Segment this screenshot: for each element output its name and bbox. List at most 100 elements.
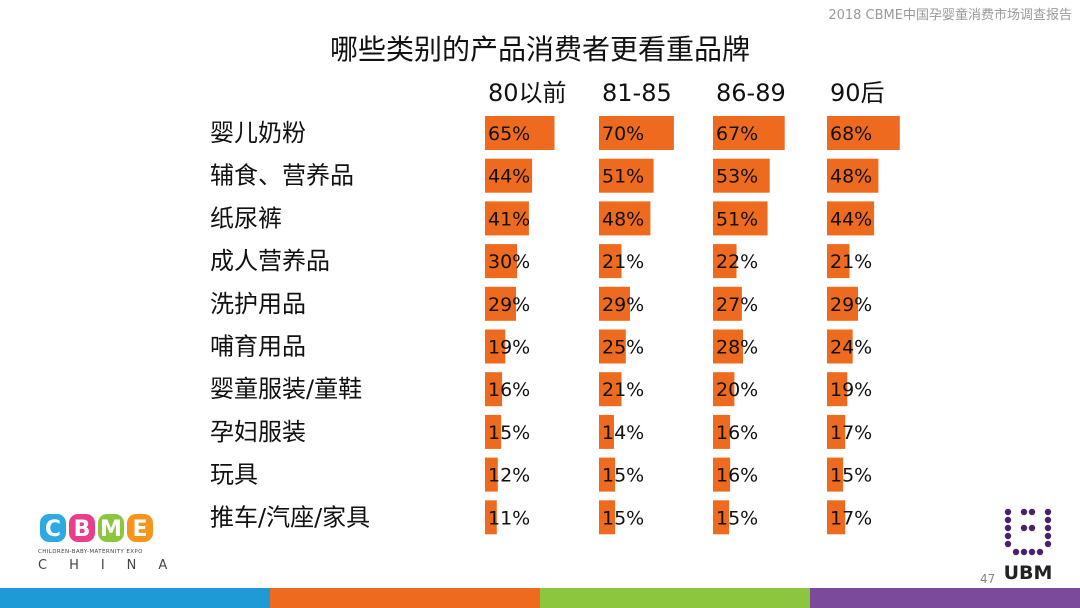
- bar: [713, 116, 785, 150]
- logo-letter: B: [74, 517, 91, 542]
- bar-value-label: 41%: [488, 208, 530, 230]
- ubm-dot: [1028, 548, 1036, 556]
- column-header: 90后: [830, 79, 885, 107]
- ubm-dot: [1044, 516, 1052, 524]
- bar-value-label: 48%: [602, 208, 644, 230]
- bar: [827, 329, 853, 364]
- ubm-dot: [1028, 508, 1036, 516]
- bar: [599, 372, 622, 407]
- category-label: 成人营养品: [210, 247, 330, 275]
- bar: [485, 500, 497, 535]
- bar: [713, 414, 731, 449]
- ubm-dot: [1012, 548, 1020, 556]
- bar: [827, 244, 850, 279]
- column-header: 80以前: [488, 79, 567, 107]
- bar: [827, 116, 900, 150]
- bar: [599, 457, 616, 492]
- bar: [713, 286, 742, 321]
- bar-value-label: 21%: [602, 251, 644, 273]
- bar: [485, 414, 502, 449]
- logo-letter: E: [132, 517, 147, 542]
- ubm-dot: [1036, 548, 1044, 556]
- bar-value-label: 21%: [830, 251, 872, 273]
- bar: [599, 201, 651, 236]
- bar-value-label: 51%: [602, 166, 644, 188]
- ubm-dot: [1020, 548, 1028, 556]
- bar-value-label: 17%: [830, 507, 872, 529]
- bar: [599, 116, 674, 150]
- bar: [599, 158, 654, 193]
- bar-value-label: 44%: [830, 208, 872, 230]
- bar: [713, 329, 743, 364]
- report-tag: 2018 CBME中国孕婴童消费市场调查报告: [828, 8, 1072, 23]
- bar: [485, 457, 498, 492]
- bar: [827, 158, 879, 193]
- bar-value-label: 68%: [830, 123, 872, 145]
- bar-value-label: 48%: [830, 166, 872, 188]
- logo-letter: M: [100, 517, 122, 542]
- ubm-dots-icon: [1004, 508, 1052, 556]
- bar-value-label: 67%: [716, 123, 758, 145]
- bar-value-label: 53%: [716, 166, 758, 188]
- category-label: 辅食、营养品: [210, 162, 354, 190]
- bar: [599, 244, 622, 279]
- bar-value-label: 28%: [716, 337, 758, 359]
- category-label: 玩具: [210, 461, 258, 489]
- bar-value-label: 22%: [716, 251, 758, 273]
- bar: [485, 201, 529, 236]
- bar: [485, 329, 506, 364]
- bar-value-label: 29%: [488, 294, 530, 316]
- bar-value-label: 15%: [602, 465, 644, 487]
- bar-value-label: 70%: [602, 123, 644, 145]
- footer-segment: [810, 588, 1080, 608]
- category-label: 婴儿奶粉: [210, 119, 306, 147]
- column-header: 86-89: [716, 79, 786, 107]
- ubm-logo-text: UBM: [1003, 562, 1053, 584]
- logo-letter-bg: [127, 514, 153, 542]
- bar: [485, 372, 503, 407]
- ubm-logo: UBM: [998, 506, 1058, 588]
- bar: [485, 286, 516, 321]
- ubm-dot: [1044, 532, 1052, 540]
- bar: [827, 372, 848, 407]
- bar: [485, 116, 555, 150]
- bar-value-label: 20%: [716, 379, 758, 401]
- bar: [827, 201, 875, 236]
- category-label: 孕妇服装: [210, 418, 306, 446]
- bar: [713, 457, 731, 492]
- bar: [599, 286, 630, 321]
- bar: [599, 329, 626, 364]
- ubm-dot: [1044, 524, 1052, 532]
- bar-value-label: 27%: [716, 294, 758, 316]
- ubm-dot: [1020, 508, 1028, 516]
- bar-value-label: 15%: [602, 507, 644, 529]
- bar-value-label: 15%: [488, 422, 530, 444]
- bar-value-label: 51%: [716, 208, 758, 230]
- bar: [599, 414, 614, 449]
- ubm-dot: [1044, 508, 1052, 516]
- column-header: 81-85: [602, 79, 672, 107]
- logo-letter-bg: [98, 514, 124, 542]
- bar: [713, 244, 737, 279]
- footer-segment: [0, 588, 270, 608]
- slide-title: 哪些类别的产品消费者更看重品牌: [329, 33, 750, 66]
- bar-value-label: 11%: [488, 507, 530, 529]
- bar-value-label: 65%: [488, 123, 530, 145]
- bar: [485, 244, 518, 279]
- category-label: 哺育用品: [210, 333, 306, 361]
- bar: [485, 158, 533, 193]
- bar-value-label: 16%: [716, 465, 758, 487]
- bar-value-label: 29%: [602, 294, 644, 316]
- bar-value-label: 16%: [488, 379, 530, 401]
- ubm-dot: [1004, 532, 1012, 540]
- footer-color-bar: [0, 588, 1080, 608]
- category-label: 纸尿裤: [210, 204, 282, 232]
- bar: [827, 500, 846, 535]
- bar-value-label: 15%: [716, 507, 758, 529]
- bar-value-label: 15%: [830, 465, 872, 487]
- ubm-dot: [1004, 516, 1012, 524]
- category-label: 推车/汽座/家具: [210, 503, 370, 531]
